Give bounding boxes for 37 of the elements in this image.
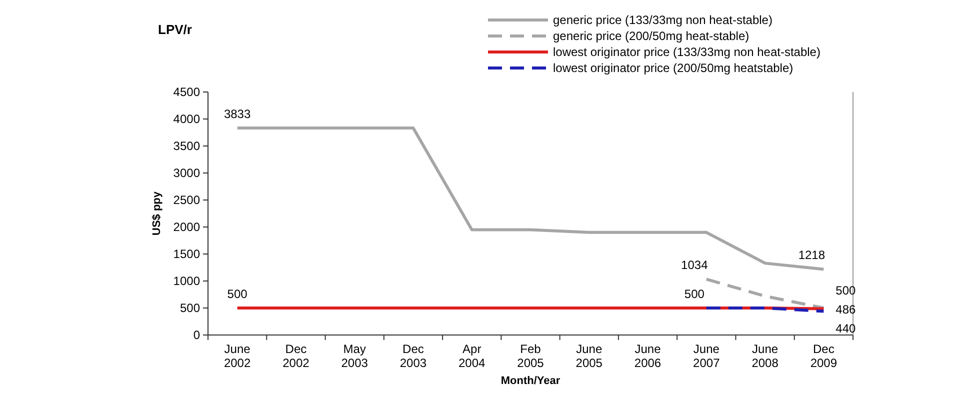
x-tick-label: Apr 2004 <box>458 342 486 370</box>
data-label: 3833 <box>224 107 251 122</box>
y-tick-label: 3500 <box>173 139 200 154</box>
y-tick-label: 1500 <box>173 247 200 262</box>
x-tick-label: June 2007 <box>693 342 720 370</box>
y-tick-label: 3000 <box>173 166 200 180</box>
data-label: 1218 <box>798 248 826 262</box>
x-tick-label: June 2008 <box>752 342 779 370</box>
x-tick-label: June 2006 <box>634 342 662 370</box>
data-label: 500 <box>684 287 705 301</box>
legend-label: generic price (200/50mg heat-stable) <box>553 29 750 44</box>
x-tick-label: May 2003 <box>341 342 368 370</box>
legend-label: lowest originator price (200/50mg heatstable) <box>553 61 794 76</box>
y-tick-label: 500 <box>180 301 200 316</box>
y-tick-label: 2000 <box>173 220 200 234</box>
y-tick-label: 0 <box>193 328 200 342</box>
x-tick-label: June 2002 <box>224 342 251 370</box>
data-label: 486 <box>836 302 856 317</box>
chart-title: LPV/r <box>158 22 192 37</box>
y-tick-label: 1000 <box>173 274 200 288</box>
line-series <box>236 126 826 271</box>
x-tick-label: Dec 2002 <box>282 342 310 370</box>
legend-label: lowest originator price (133/33mg non heat-stable) <box>553 45 820 60</box>
x-tick-label: June 2005 <box>576 342 603 370</box>
y-tick-label: 2500 <box>173 193 200 208</box>
y-tick-label: 4500 <box>173 85 200 100</box>
legend-label: generic price (133/33mg non heat-stable) <box>553 13 772 28</box>
data-label: 1034 <box>681 258 708 272</box>
x-tick-label: Dec 2009 <box>810 342 838 370</box>
data-label: 500 <box>227 287 248 301</box>
x-axis-title: Month/Year <box>500 375 561 387</box>
data-label: 440 <box>836 322 856 336</box>
data-label: 500 <box>836 284 856 298</box>
y-axis-title: US$ ppy <box>151 190 163 236</box>
y-tick-label: 4000 <box>173 112 200 126</box>
x-tick-label: Feb 2005 <box>517 342 544 370</box>
x-tick-label: Dec 2003 <box>400 342 427 370</box>
